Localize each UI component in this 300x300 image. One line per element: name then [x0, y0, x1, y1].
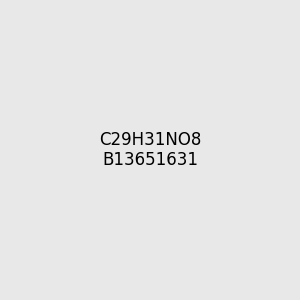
- Text: C29H31NO8
B13651631: C29H31NO8 B13651631: [99, 130, 201, 170]
